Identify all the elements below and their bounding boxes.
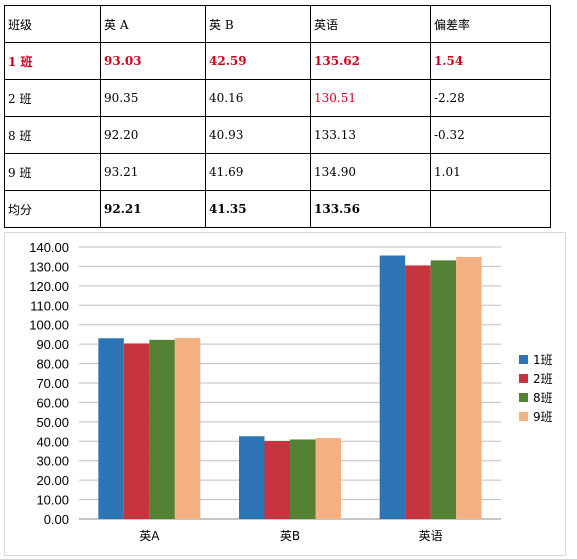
cell-eng-b: 42.59 xyxy=(205,42,311,80)
bar xyxy=(315,438,341,519)
y-tick-label: 30.00 xyxy=(36,454,69,469)
y-tick-label: 130.00 xyxy=(29,259,69,274)
y-tick-label: 70.00 xyxy=(36,376,69,391)
x-category-label: 英A xyxy=(139,529,160,543)
chart-svg: 0.00 10.00 20.00 30.00 40.00 50.00 60.00 70.00 8… xyxy=(29,240,553,543)
cell-eng-a: 92.21 xyxy=(100,190,206,228)
cell-class: 均分 xyxy=(4,190,101,228)
header-eng-b: 英 B xyxy=(205,5,311,43)
table-header-row: 班级 英 A 英 B 英语 偏差率 xyxy=(4,5,551,43)
bar xyxy=(123,343,150,519)
legend-swatch xyxy=(519,374,528,383)
cell-class: 9 班 xyxy=(4,153,101,191)
table-row: 2 班 90.35 40.16 130.51 -2.28 xyxy=(4,79,551,117)
y-tick-label: 0.00 xyxy=(44,512,69,527)
cell-class: 1 班 xyxy=(4,42,101,80)
x-category-label: 英语 xyxy=(419,529,443,543)
y-tick-label: 20.00 xyxy=(36,473,69,488)
cell-eng-a: 92.20 xyxy=(100,116,206,154)
cell-english: 135.62 xyxy=(310,42,431,80)
cell-english: 133.56 xyxy=(310,190,431,228)
cell-eng-a: 93.03 xyxy=(100,42,206,80)
y-tick-label: 80.00 xyxy=(36,357,69,372)
cell-eng-b: 41.69 xyxy=(205,153,311,191)
header-eng-a: 英 A xyxy=(100,5,206,43)
cell-eng-b: 40.93 xyxy=(205,116,311,154)
y-tick-label: 50.00 xyxy=(36,415,69,430)
table-row: 9 班 93.21 41.69 134.90 1.01 xyxy=(4,153,551,191)
score-table: 班级 英 A 英 B 英语 偏差率 1 班 93.03 42.59 135.62… xyxy=(4,5,551,228)
table-row: 8 班 92.20 40.93 133.13 -0.32 xyxy=(4,116,551,154)
bar-chart: 0.00 10.00 20.00 30.00 40.00 50.00 60.00 70.00 8… xyxy=(4,232,566,556)
y-tick-label: 40.00 xyxy=(36,434,69,449)
bar xyxy=(239,436,265,519)
header-class: 班级 xyxy=(4,5,101,43)
bar xyxy=(405,265,431,519)
cell-english: 130.51 xyxy=(310,79,431,117)
cell-deviation: -2.28 xyxy=(430,79,551,117)
legend-swatch xyxy=(519,393,528,402)
legend-label: 1班 xyxy=(533,353,553,367)
x-category-label: 英B xyxy=(280,529,300,543)
header-deviation: 偏差率 xyxy=(430,5,551,43)
y-tick-label: 110.00 xyxy=(30,298,69,313)
cell-eng-a: 93.21 xyxy=(100,153,206,191)
cell-deviation: 1.01 xyxy=(430,153,551,191)
header-english: 英语 xyxy=(310,5,431,43)
legend-label: 2班 xyxy=(533,372,553,386)
y-tick-label: 140.00 xyxy=(29,240,69,255)
cell-eng-a: 90.35 xyxy=(100,79,206,117)
y-tick-label: 100.00 xyxy=(29,318,69,333)
bar xyxy=(430,260,457,519)
legend-label: 8班 xyxy=(533,391,553,405)
cell-english: 134.90 xyxy=(310,153,431,191)
cell-class: 8 班 xyxy=(4,116,101,154)
y-tick-label: 10.00 xyxy=(36,493,69,508)
table-row: 1 班 93.03 42.59 135.62 1.54 xyxy=(4,42,551,80)
bar xyxy=(456,256,482,519)
y-tick-label: 60.00 xyxy=(36,395,69,410)
legend-label: 9班 xyxy=(533,410,553,424)
bar xyxy=(290,439,316,519)
cell-deviation: 1.54 xyxy=(430,42,551,80)
bar xyxy=(149,339,175,519)
bar xyxy=(98,338,124,519)
y-tick-label: 90.00 xyxy=(36,337,69,352)
cell-english: 133.13 xyxy=(310,116,431,154)
y-tick-label: 120.00 xyxy=(29,279,69,294)
table-body: 班级 英 A 英 B 英语 偏差率 1 班 93.03 42.59 135.62… xyxy=(4,5,551,228)
cell-eng-b: 40.16 xyxy=(205,79,311,117)
bar xyxy=(379,255,406,520)
cell-deviation xyxy=(430,190,551,228)
legend-swatch xyxy=(519,355,528,364)
bar xyxy=(264,440,290,519)
cell-class: 2 班 xyxy=(4,79,101,117)
cell-deviation: -0.32 xyxy=(430,116,551,154)
bar xyxy=(174,337,201,519)
table-row-average: 均分 92.21 41.35 133.56 xyxy=(4,190,551,228)
legend-swatch xyxy=(519,412,528,421)
cell-eng-b: 41.35 xyxy=(205,190,311,228)
